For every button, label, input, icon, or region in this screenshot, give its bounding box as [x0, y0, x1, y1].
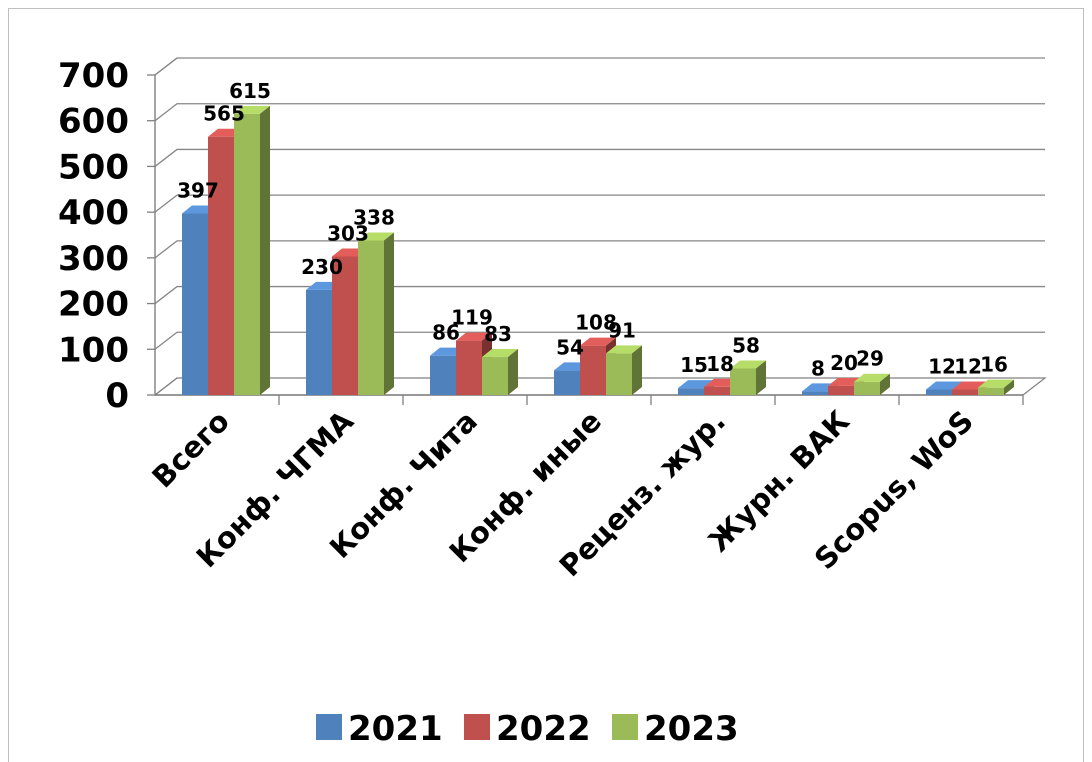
bar-front [332, 256, 358, 395]
bar-front [926, 389, 952, 395]
data-label: 86 [432, 321, 460, 345]
bar-front [456, 340, 482, 395]
data-label: 20 [830, 351, 858, 375]
legend-label: 2022 [496, 709, 591, 749]
data-label: 230 [301, 255, 343, 279]
bar-front [606, 353, 632, 395]
bar-2023-4 [730, 360, 766, 395]
bar-front [678, 388, 704, 395]
y-tick-label: 0 [105, 376, 129, 416]
bar-front [978, 387, 1004, 395]
bar-2023-6 [978, 379, 1014, 395]
bar-front [952, 389, 978, 395]
bar-2023-3 [606, 345, 642, 395]
bar-top [926, 381, 962, 390]
legend-swatch [316, 714, 342, 740]
bar-2023-2 [482, 349, 518, 395]
data-label: 18 [706, 352, 734, 376]
bar-front [234, 113, 260, 395]
bar-front [802, 391, 828, 395]
bar-top [730, 360, 766, 369]
legend-item-2023: 2023 [612, 709, 739, 749]
bar-front [828, 385, 854, 395]
bar-front [358, 240, 384, 395]
bar-top [606, 345, 642, 354]
gridlines [154, 57, 1045, 350]
bar-side [756, 360, 766, 395]
data-label: 12 [954, 355, 982, 379]
y-axis-ticks: 0 100 200 300 400 500 600 700 [58, 56, 129, 416]
data-label: 303 [327, 221, 369, 245]
bar-side [508, 349, 518, 395]
data-label: 15 [680, 353, 708, 377]
data-label: 119 [451, 306, 493, 330]
bar-front [208, 136, 234, 395]
bar-side [260, 105, 270, 395]
gridline [154, 285, 1045, 305]
bar-top [234, 105, 270, 114]
y-tick-label: 200 [58, 285, 129, 325]
data-label: 54 [556, 335, 584, 359]
bar-side [632, 345, 642, 395]
bar-2023-1 [358, 232, 394, 395]
y-tick-label: 400 [58, 193, 129, 233]
legend-swatch [612, 714, 638, 740]
y-tick-label: 300 [58, 239, 129, 279]
bar-top [580, 337, 616, 346]
data-label: 338 [353, 205, 395, 229]
legend-item-2021: 2021 [316, 709, 443, 749]
bar-2023-0 [234, 105, 270, 395]
gridline [154, 57, 1045, 76]
bar-front [306, 289, 332, 395]
legend-swatch [464, 714, 490, 740]
data-label: 12 [928, 355, 956, 379]
gridline [154, 148, 1045, 167]
y-tick-label: 100 [58, 330, 129, 370]
chart-frame [8, 8, 1084, 762]
y-tick-label: 600 [58, 102, 129, 142]
data-label: 397 [177, 179, 219, 203]
data-label: 615 [229, 79, 271, 103]
bars [182, 105, 1014, 395]
gridline [154, 103, 1045, 122]
bar-top [482, 349, 518, 358]
data-label: 83 [484, 322, 512, 346]
bar-front [554, 370, 580, 395]
y-tick-label: 500 [58, 147, 129, 187]
bar-front [430, 355, 456, 395]
bar-top [456, 332, 492, 341]
bar-front [580, 345, 606, 395]
legend-label: 2021 [348, 709, 443, 749]
legend: 2021 2022 2023 [316, 709, 739, 749]
bar-side [384, 232, 394, 395]
bar-top [854, 373, 890, 382]
bar-front [182, 213, 208, 395]
bar-side [880, 373, 890, 395]
data-label: 29 [856, 347, 884, 371]
bar-front [482, 357, 508, 395]
bar-2023-5 [854, 373, 890, 395]
data-label: 16 [980, 353, 1008, 377]
gridline [154, 331, 1045, 350]
y-tick-label: 700 [58, 56, 129, 96]
bar-front [730, 368, 756, 395]
legend-item-2022: 2022 [464, 709, 591, 749]
bar-front [704, 386, 730, 395]
gridline [154, 240, 1045, 259]
bar-top [978, 379, 1014, 388]
bar-side [1004, 379, 1014, 395]
data-label: 108 [575, 311, 617, 335]
data-label: 58 [732, 333, 760, 357]
bar-front [854, 381, 880, 395]
data-label: 8 [811, 356, 825, 380]
gridline [154, 194, 1045, 213]
data-label: 565 [203, 102, 245, 126]
bar-top [358, 232, 394, 241]
data-label: 91 [608, 318, 636, 342]
x-tick-label: Всего [145, 404, 236, 495]
legend-label: 2023 [644, 709, 739, 749]
